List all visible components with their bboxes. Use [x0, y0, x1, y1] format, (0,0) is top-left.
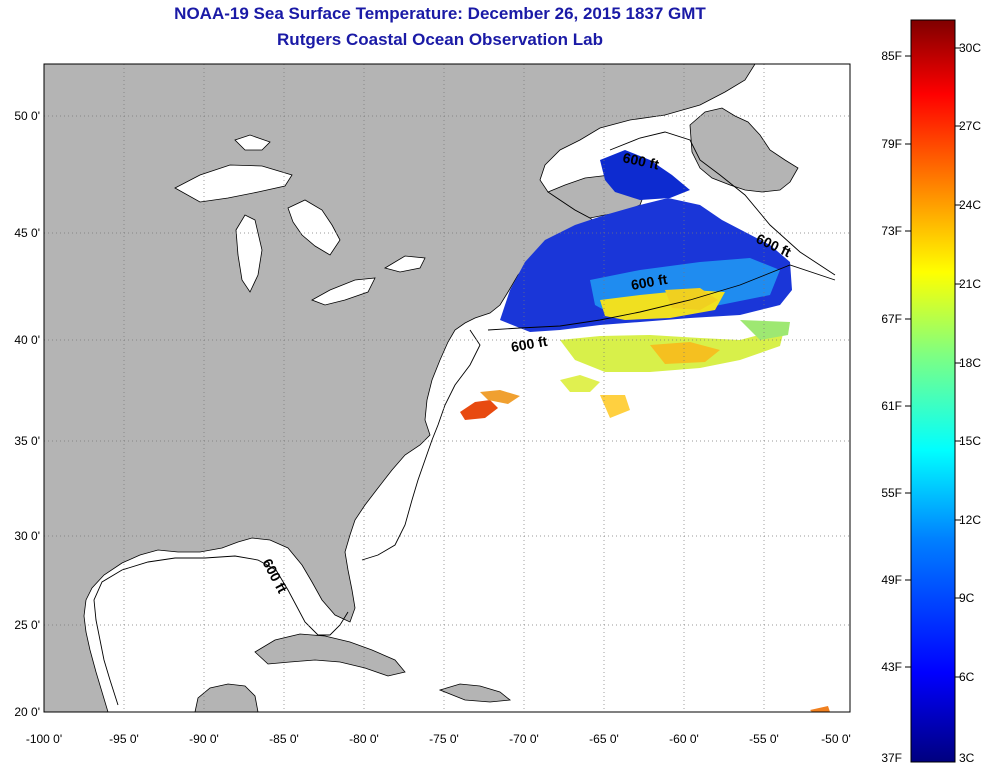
isobath-label: 600 ft: [510, 333, 549, 355]
lat-label: 40 0': [14, 333, 40, 347]
colorbar-c-label: 12C: [959, 513, 981, 527]
colorbar-f-label: 73F: [881, 224, 902, 238]
colorbar-f-label: 37F: [881, 751, 902, 765]
graticule: [44, 64, 850, 712]
lat-label: 45 0': [14, 226, 40, 240]
lat-label: 30 0': [14, 529, 40, 543]
colorbar-f-label: 43F: [881, 660, 902, 674]
colorbar-f-label: 49F: [881, 573, 902, 587]
lon-label: -90 0': [189, 732, 219, 746]
colorbar-ticks: [905, 47, 961, 678]
colorbar-f-label: 85F: [881, 49, 902, 63]
lon-label: -85 0': [269, 732, 299, 746]
lon-label: -65 0': [589, 732, 619, 746]
colorbar-c-label: 21C: [959, 277, 981, 291]
colorbar-c-label: 27C: [959, 119, 981, 133]
cuba-land: [254, 633, 406, 677]
lat-label: 20 0': [14, 705, 40, 719]
colorbar-c-label: 9C: [959, 591, 975, 605]
colorbar-f-label: 55F: [881, 486, 902, 500]
newfoundland-land: [689, 107, 799, 193]
lon-label: -50 0': [821, 732, 851, 746]
sst-data: [460, 150, 830, 712]
isobath-label: 600 ft: [630, 271, 669, 293]
yucatan-land: [194, 683, 259, 712]
lon-label: -75 0': [429, 732, 459, 746]
lat-label: 35 0': [14, 434, 40, 448]
lat-label: 25 0': [14, 618, 40, 632]
colorbar-c-label: 30C: [959, 41, 981, 55]
colorbar-f-label: 79F: [881, 137, 902, 151]
colorbar-f-label: 67F: [881, 312, 902, 326]
lon-label: -100 0': [26, 732, 62, 746]
isobath-contours: [93, 131, 836, 706]
isobath-label: 600 ft: [621, 149, 660, 172]
lat-label: 50 0': [14, 109, 40, 123]
lon-label: -70 0': [509, 732, 539, 746]
lon-label: -95 0': [109, 732, 139, 746]
colorbar-c-label: 18C: [959, 356, 981, 370]
colorbar: [910, 19, 956, 763]
colorbar-c-label: 15C: [959, 434, 981, 448]
colorbar-c-label: 24C: [959, 198, 981, 212]
colorbar-f-label: 61F: [881, 399, 902, 413]
lon-label: -80 0': [349, 732, 379, 746]
map-border: [43, 63, 851, 713]
map-subtitle: Rutgers Coastal Ocean Observation Lab: [277, 30, 603, 49]
map-title: NOAA-19 Sea Surface Temperature: Decembe…: [174, 4, 706, 23]
colorbar-c-label: 6C: [959, 670, 975, 684]
lon-label: -60 0': [669, 732, 699, 746]
lon-label: -55 0': [749, 732, 779, 746]
colorbar-c-label: 3C: [959, 751, 975, 765]
caribbean-islands: [438, 683, 512, 703]
